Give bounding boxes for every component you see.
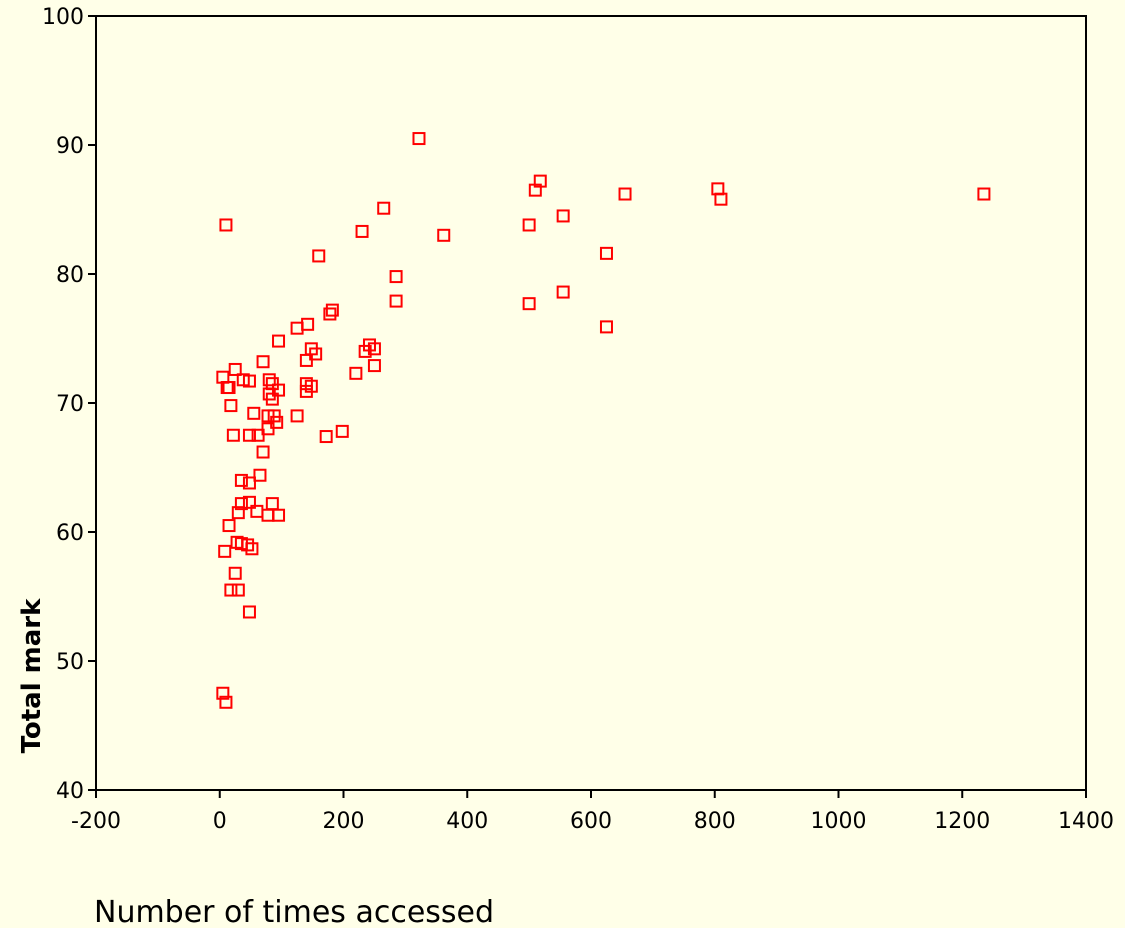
data-point [377,201,391,215]
data-point [367,359,381,373]
data-point [599,320,613,334]
data-point [226,428,240,442]
data-point [265,497,279,511]
data-point [618,187,632,201]
data-point [272,508,286,522]
y-tick-label: 90 [56,134,84,159]
data-point [714,192,728,206]
x-tick-label: 1000 [811,809,867,834]
y-tick-label: 100 [42,5,84,30]
data-point [522,297,536,311]
data-point [261,508,275,522]
data-point [349,366,363,380]
data-point [272,334,286,348]
y-tick-label: 80 [56,263,84,288]
data-point [270,415,284,429]
data-point [323,307,337,321]
data-point [319,430,333,444]
data-point [437,228,451,242]
data-point [290,409,304,423]
data-point [234,497,248,511]
x-tick-label: 800 [694,809,736,834]
data-point [241,538,255,552]
y-axis: 40 50 60 70 80 90 100 [42,5,96,804]
x-tick-label: 200 [323,809,365,834]
data-point [522,218,536,232]
data-point [222,519,236,533]
data-point [216,686,230,700]
x-tick-label: -200 [71,809,121,834]
data-point [218,544,232,558]
data-point [265,377,279,391]
data-point [355,224,369,238]
data-point [256,445,270,459]
data-point [231,583,245,597]
data-point [245,542,259,556]
x-axis: -200 0 200 400 600 800 1000 1200 1400 [71,790,1114,834]
x-tick-label: 1400 [1058,809,1114,834]
data-point [234,473,248,487]
data-point [556,209,570,223]
x-tick-label: 0 [213,809,227,834]
data-point [389,294,403,308]
data-point [301,317,315,331]
data-point [256,355,270,369]
data-point [556,285,570,299]
data-point [242,605,256,619]
data-point [977,187,991,201]
data-point [312,249,326,263]
y-axis-label: Total mark [17,598,47,754]
x-axis-label: Number of times accessed [94,895,494,928]
data-point [325,303,339,317]
data-point [247,406,261,420]
data-point [304,342,318,356]
data-point [224,399,238,413]
x-tick-label: 600 [570,809,612,834]
x-tick-label: 400 [446,809,488,834]
data-point [335,424,349,438]
data-point [219,695,233,709]
data-point [304,379,318,393]
y-tick-label: 60 [56,521,84,546]
data-point [290,321,304,335]
data-point [253,468,267,482]
data-point [228,566,242,580]
data-point [242,428,256,442]
data-point [262,373,276,387]
data-point [367,342,381,356]
data-point [224,583,238,597]
data-point [242,374,256,388]
data-point [412,132,426,146]
data-point [533,174,547,188]
data-point [599,246,613,260]
data-point [231,506,245,520]
y-tick-label: 40 [56,779,84,804]
data-points [216,132,991,709]
y-tick-label: 50 [56,650,84,675]
data-point [216,370,230,384]
y-tick-label: 70 [56,392,84,417]
plot-area [95,15,1087,791]
x-tick-label: 1200 [934,809,990,834]
data-point [242,476,256,490]
data-point [219,218,233,232]
data-point [389,270,403,284]
data-point [242,495,256,509]
data-point [228,362,242,376]
